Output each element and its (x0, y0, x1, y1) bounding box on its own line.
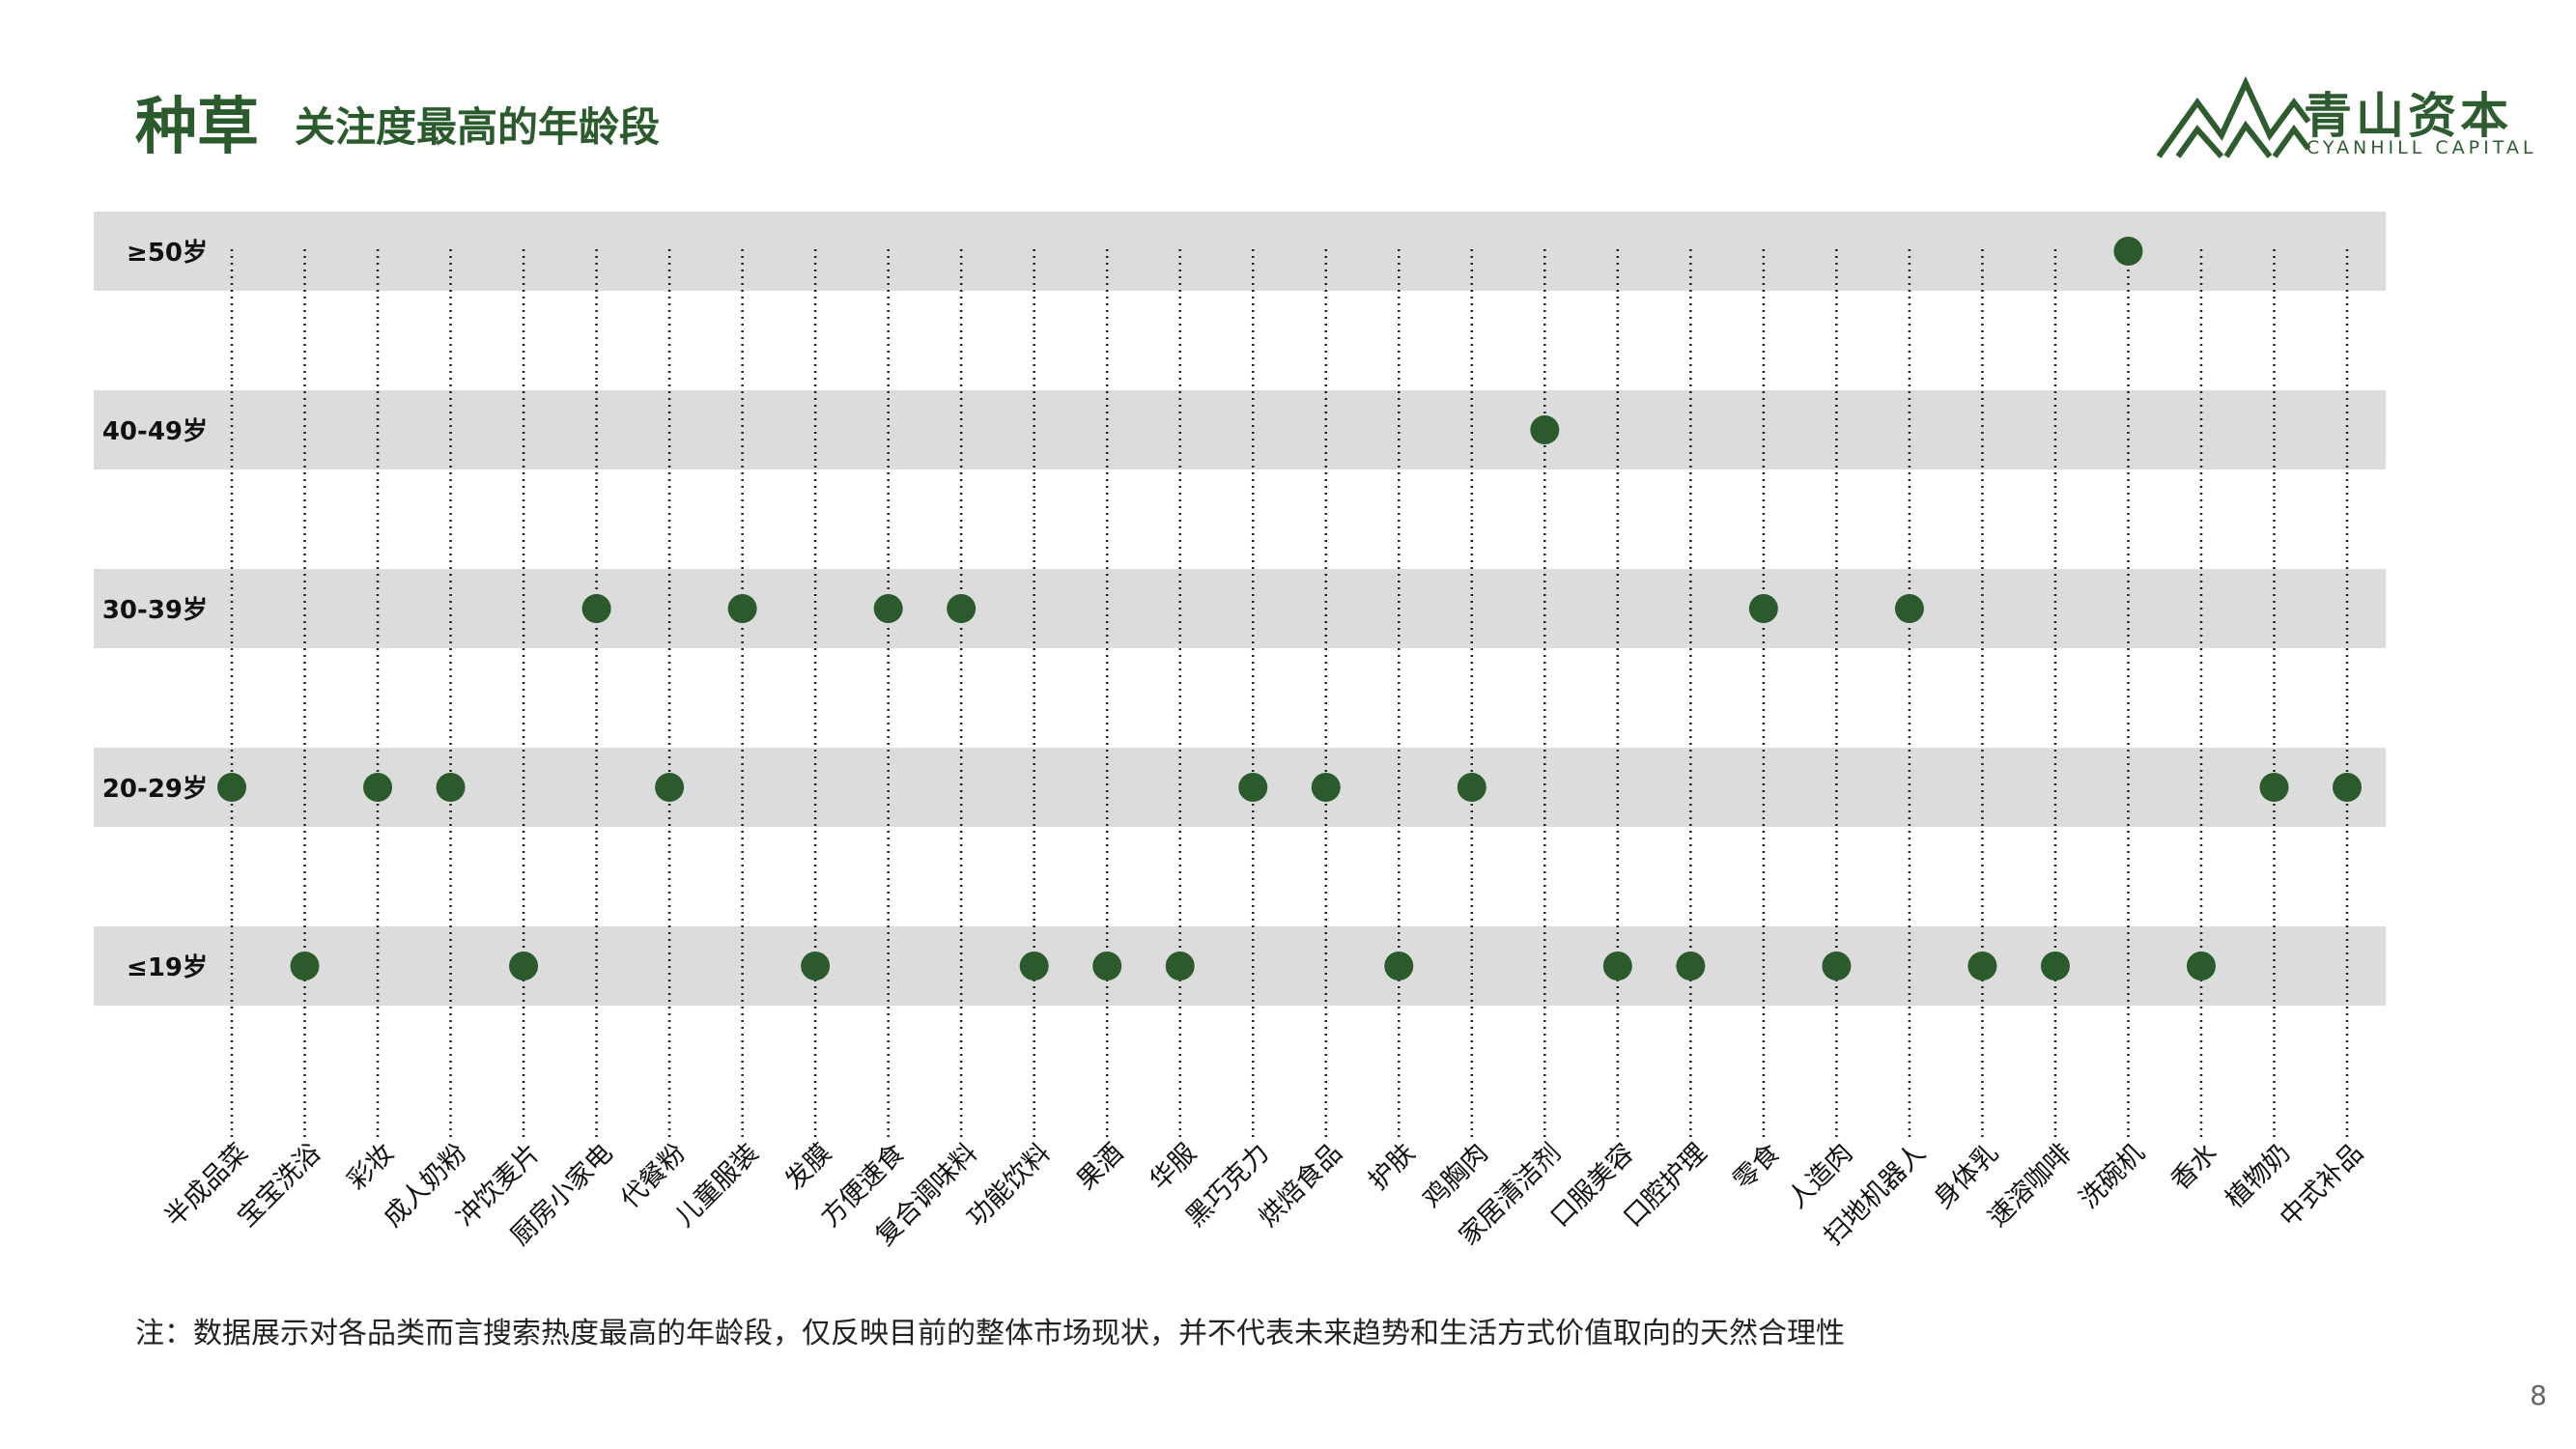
row-band (94, 926, 2386, 1006)
y-tick-label: 20-29岁 (102, 774, 208, 804)
data-point (1748, 594, 1778, 623)
x-tick-label: 发膜 (779, 1138, 837, 1196)
x-tick-label: 洗碗机 (2074, 1138, 2150, 1214)
data-point (509, 952, 539, 980)
data-point (1311, 773, 1341, 802)
data-point (801, 952, 831, 980)
y-tick-label: ≤19岁 (127, 952, 208, 982)
x-tick-label: 护肤 (1363, 1138, 1421, 1196)
x-tick-label: 华服 (1145, 1138, 1203, 1196)
data-point (2113, 237, 2143, 266)
data-point (727, 594, 757, 623)
x-tick-label: 果酒 (1071, 1138, 1129, 1196)
row-band (94, 390, 2386, 469)
x-tick-label: 香水 (2166, 1138, 2223, 1196)
data-point (1019, 952, 1049, 980)
data-point (2259, 773, 2289, 802)
data-point (290, 952, 320, 980)
data-point (1457, 773, 1486, 802)
data-point (947, 594, 977, 623)
page-subtitle: 关注度最高的年龄段 (295, 103, 661, 151)
data-point (2040, 952, 2070, 980)
row-band (94, 569, 2386, 648)
data-point (873, 594, 903, 623)
data-point (1165, 952, 1195, 980)
data-point (1822, 952, 1852, 980)
logo-name-en: CYANHILL CAPITAL (2307, 137, 2537, 158)
data-point (2186, 952, 2216, 980)
footnote: 注：数据展示对各品类而言搜索热度最高的年龄段，仅反映目前的整体市场现状，并不代表… (135, 1317, 1845, 1350)
y-tick-label: 30-39岁 (102, 595, 208, 625)
x-tick-label: 彩妆 (342, 1138, 400, 1196)
data-point (1676, 952, 1706, 980)
data-point (1894, 594, 1924, 623)
data-point (1238, 773, 1268, 802)
row-band (94, 212, 2386, 291)
data-point (581, 594, 611, 623)
data-point (1602, 952, 1632, 980)
data-point (217, 773, 246, 802)
cyanhill-logo-icon (2156, 75, 2311, 158)
x-tick-label: 零食 (1728, 1138, 1786, 1196)
logo-name-cn: 青山资本 (2304, 88, 2512, 144)
data-point (363, 773, 393, 802)
page-title: 种草 (135, 92, 259, 163)
data-point (1092, 952, 1122, 980)
data-point (2333, 773, 2362, 802)
data-point (655, 773, 685, 802)
data-point (1967, 952, 1997, 980)
data-point (1530, 415, 1560, 444)
data-point (436, 773, 466, 802)
y-tick-label: ≥50岁 (127, 238, 208, 268)
data-point (1384, 952, 1414, 980)
page-number: 8 (2530, 1379, 2547, 1411)
y-tick-label: 40-49岁 (102, 416, 208, 446)
